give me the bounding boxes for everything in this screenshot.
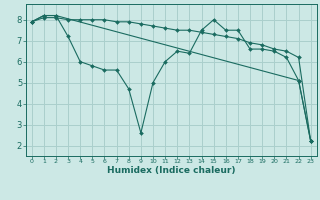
X-axis label: Humidex (Indice chaleur): Humidex (Indice chaleur) xyxy=(107,166,236,175)
